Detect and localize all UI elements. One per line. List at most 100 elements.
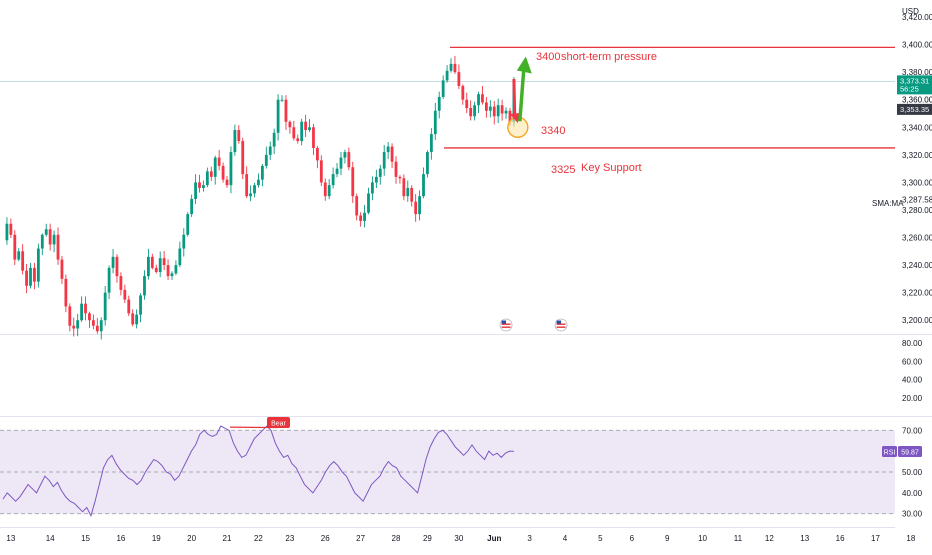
countdown-value: 56:25 bbox=[900, 84, 919, 93]
sma-axis-label: 3,287.58 bbox=[902, 196, 932, 205]
candle-body bbox=[414, 202, 417, 214]
candle-body bbox=[178, 249, 181, 266]
candle-body bbox=[249, 193, 252, 196]
candle-body bbox=[304, 122, 307, 130]
candle-body bbox=[399, 177, 402, 178]
candle-body bbox=[241, 141, 244, 174]
candle-body bbox=[265, 155, 268, 166]
candle-body bbox=[135, 315, 138, 325]
date-tick-label: 18 bbox=[906, 534, 915, 543]
price-tick-label: 3,300.00 bbox=[902, 178, 932, 187]
candle-body bbox=[92, 320, 95, 326]
candle-body bbox=[76, 320, 79, 328]
date-tick-label: 20 bbox=[187, 534, 196, 543]
candle-body bbox=[80, 304, 83, 321]
candle-body bbox=[273, 133, 276, 147]
candle-body bbox=[489, 107, 492, 111]
candle-body bbox=[175, 265, 178, 273]
price-grid-layer bbox=[0, 81, 932, 416]
price-tick-label: 3,280.00 bbox=[902, 206, 932, 215]
sma-price-value: 3,353.35 bbox=[900, 105, 929, 114]
date-tick-label: 19 bbox=[152, 534, 161, 543]
candle-body bbox=[206, 171, 209, 185]
candle-body bbox=[45, 229, 48, 235]
candle-body bbox=[434, 111, 437, 134]
candle-body bbox=[186, 214, 189, 235]
rsi-value-label: 59.87 bbox=[901, 450, 919, 457]
candle-body bbox=[108, 268, 111, 293]
candle-body bbox=[163, 258, 166, 265]
candle-body bbox=[257, 180, 260, 186]
rsi-value-tag: RSI 59.87 bbox=[882, 446, 922, 457]
candle-body bbox=[418, 196, 421, 214]
candle-body bbox=[25, 271, 28, 286]
us-flag-stripe bbox=[502, 324, 511, 325]
candle-body bbox=[100, 320, 103, 331]
date-tick-label: 6 bbox=[630, 534, 635, 543]
candle-body bbox=[422, 174, 425, 196]
sma-price-tag: 3,353.35 bbox=[897, 104, 932, 115]
us-flag-stripe bbox=[557, 324, 566, 325]
date-tick-label: 28 bbox=[392, 534, 401, 543]
candle-body bbox=[430, 134, 433, 152]
candle-body bbox=[6, 224, 9, 241]
price-tick-label: 3,340.00 bbox=[902, 123, 932, 132]
price-tick-label: 3,260.00 bbox=[902, 234, 932, 243]
candle-body bbox=[497, 105, 500, 116]
candle-body bbox=[288, 122, 291, 128]
sma-ma-label: SMA:MA bbox=[872, 199, 904, 208]
date-tick-label: 11 bbox=[734, 534, 743, 543]
candle-body bbox=[159, 258, 162, 272]
rsi-tick-label: 40.00 bbox=[902, 489, 923, 498]
date-tick-label: 21 bbox=[223, 534, 232, 543]
price-tick-label: 3,400.00 bbox=[902, 41, 932, 50]
up-arrow-head bbox=[517, 57, 532, 74]
rsi-tick-label: 30.00 bbox=[902, 510, 923, 519]
candle-body bbox=[371, 182, 374, 193]
us-flag-stripe bbox=[557, 327, 566, 328]
candle-body bbox=[237, 130, 240, 141]
candle-body bbox=[332, 174, 335, 185]
candle-body bbox=[375, 177, 378, 183]
target-number-label: 3340 bbox=[541, 125, 565, 137]
candle-body bbox=[324, 182, 327, 196]
candle-body bbox=[198, 182, 201, 188]
candle-body bbox=[104, 293, 107, 321]
candle-body bbox=[367, 193, 370, 212]
candle-body bbox=[461, 86, 464, 100]
us-flag-canton bbox=[502, 321, 507, 324]
candle-body bbox=[210, 171, 213, 177]
us-event-icon[interactable] bbox=[555, 319, 567, 331]
candle-body bbox=[41, 235, 44, 249]
candle-body bbox=[505, 111, 508, 114]
levels-layer bbox=[444, 47, 895, 331]
down-arrow-shaft bbox=[514, 79, 515, 119]
candle-body bbox=[72, 326, 75, 329]
candle-body bbox=[214, 158, 217, 177]
candle-body bbox=[406, 188, 409, 196]
candle-body bbox=[383, 152, 386, 169]
overlapped-tick-label: 3,360.00 bbox=[902, 96, 932, 105]
candle-body bbox=[457, 72, 460, 86]
candle-body bbox=[493, 107, 496, 117]
date-tick-label: 12 bbox=[765, 534, 774, 543]
price-tick-label: 3,240.00 bbox=[902, 261, 932, 270]
price-tick-label: 3,200.00 bbox=[902, 316, 932, 325]
us-flag-canton bbox=[557, 321, 562, 324]
candle-body bbox=[123, 290, 126, 300]
up-arrow-shaft bbox=[520, 69, 524, 122]
date-tick-label: 27 bbox=[356, 534, 365, 543]
rsi-tick-label: 70.00 bbox=[902, 426, 923, 435]
candle-body bbox=[347, 152, 350, 167]
candle-body bbox=[147, 257, 150, 276]
candle-body bbox=[438, 97, 441, 111]
candle-body bbox=[49, 229, 52, 244]
date-tick-label: 13 bbox=[6, 534, 15, 543]
candle-body bbox=[84, 304, 87, 314]
candle-body bbox=[359, 215, 362, 221]
support-number-label: 3325 bbox=[551, 164, 575, 176]
candle-body bbox=[61, 260, 64, 279]
us-event-icon[interactable] bbox=[500, 319, 512, 331]
